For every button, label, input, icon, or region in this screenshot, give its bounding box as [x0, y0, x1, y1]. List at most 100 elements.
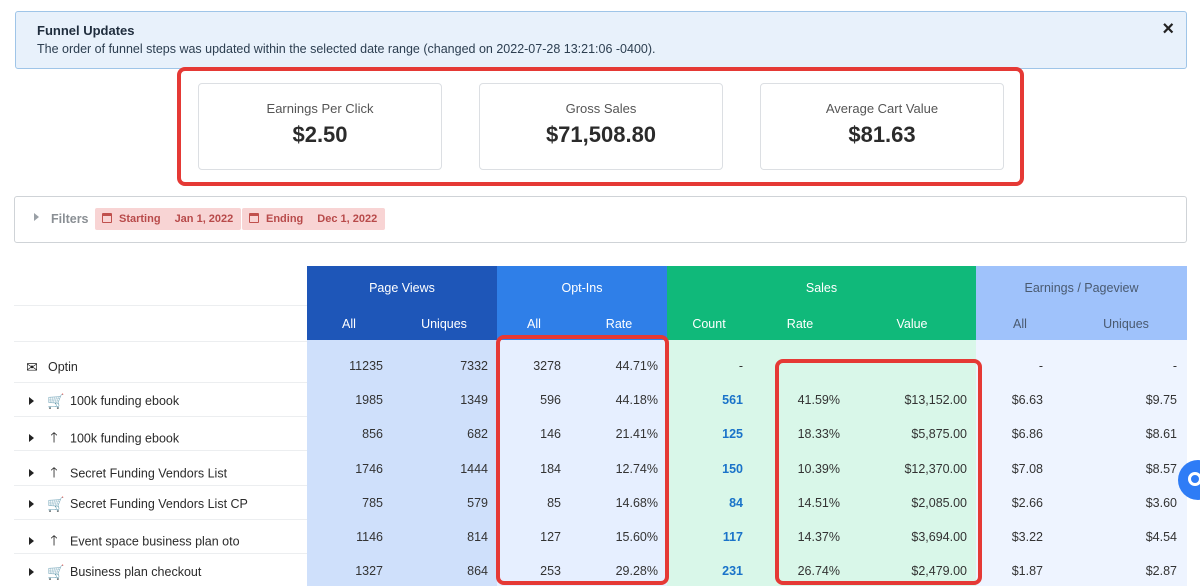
subheader-s-value[interactable]: Value	[896, 317, 928, 331]
cell-e-uniques: $3.60	[1145, 496, 1177, 510]
cell-e-all: $6.86	[1011, 427, 1043, 441]
cart-icon: 🛒	[47, 564, 65, 580]
kpi-value: $2.50	[292, 122, 348, 147]
table-row-name[interactable]: 🡑 Event space business plan oto	[29, 530, 240, 554]
cell-oi-rate: 44.18%	[615, 393, 658, 407]
cell-pv-all: 856	[362, 427, 383, 441]
table-row-name[interactable]: 🛒 Secret Funding Vendors List CP	[29, 496, 248, 513]
alert-message: The order of funnel steps was updated wi…	[37, 42, 656, 56]
cell-s-count[interactable]: 561	[722, 393, 743, 407]
row-label: 100k funding ebook	[70, 393, 180, 408]
filters-label[interactable]: Filters	[51, 212, 89, 226]
alert-title: Funnel Updates	[37, 23, 135, 38]
cell-s-rate: 18.33%	[797, 427, 840, 441]
expand-caret-icon[interactable]	[29, 567, 34, 576]
cell-pv-all: 1985	[355, 393, 383, 407]
row-divider	[14, 485, 307, 486]
chat-icon	[1188, 472, 1200, 486]
header-divider	[14, 305, 307, 306]
cell-e-all: -	[1038, 359, 1043, 373]
cell-oi-all: 3278	[533, 359, 561, 373]
kpi-label: Earnings Per Click	[266, 101, 374, 116]
cell-s-count[interactable]: 84	[729, 496, 743, 510]
row-divider	[14, 416, 307, 417]
subheader-e-all[interactable]: All	[1013, 317, 1027, 331]
row-divider	[14, 553, 307, 554]
cart-icon: 🛒	[47, 393, 65, 409]
arrow-up-icon: 🡑	[50, 429, 58, 445]
subheader-e-uniques[interactable]: Uniques	[1103, 317, 1149, 331]
header-divider	[14, 341, 307, 342]
cell-oi-all: 85	[547, 496, 561, 510]
header-page-views: Page Views	[369, 281, 435, 295]
cell-oi-rate: 14.68%	[615, 496, 658, 510]
cell-pv-all: 785	[362, 496, 383, 510]
subheader-pv-all[interactable]: All	[342, 317, 356, 331]
expand-caret-icon[interactable]	[29, 434, 34, 442]
expand-caret-icon[interactable]	[29, 396, 34, 405]
cell-e-all: $6.63	[1011, 393, 1043, 407]
cell-pv-uniques: 864	[467, 564, 488, 578]
cell-s-value: $13,152.00	[904, 393, 967, 407]
cell-pv-uniques: 1349	[460, 393, 488, 407]
subheader-pv-uniques[interactable]: Uniques	[421, 317, 467, 331]
kpi-value: $71,508.80	[545, 122, 657, 147]
table-row-name[interactable]: ✉ Optin	[25, 359, 78, 376]
cell-s-value: $12,370.00	[904, 462, 967, 476]
envelope-icon: ✉	[26, 359, 38, 375]
cell-pv-all: 11235	[349, 359, 383, 373]
cell-pv-all: 1146	[356, 530, 383, 544]
cell-s-count[interactable]: 125	[722, 427, 743, 441]
start-label: Starting	[119, 213, 161, 225]
row-divider	[14, 450, 307, 451]
earnings-header-bg	[976, 266, 1187, 340]
table-row-name[interactable]: 🡑 100k funding ebook	[29, 427, 179, 451]
cell-oi-rate: 15.60%	[615, 530, 658, 544]
header-earnings-pageview: Earnings / Pageview	[1024, 281, 1139, 295]
cell-s-value: $5,875.00	[911, 427, 967, 441]
cell-oi-all: 127	[540, 530, 561, 544]
start-date-chip[interactable]: Starting Jan 1, 2022	[95, 208, 242, 230]
table-row-name[interactable]: 🛒 Business plan checkout	[29, 564, 201, 581]
cell-e-uniques: -	[1172, 359, 1177, 373]
row-label: Event space business plan oto	[70, 534, 240, 549]
subheader-oi-all[interactable]: All	[527, 317, 541, 331]
cell-pv-all: 1327	[355, 564, 383, 578]
kpi-card-gross-sales: Gross Sales $71,508.80	[479, 83, 723, 170]
cell-e-uniques: $8.57	[1145, 462, 1177, 476]
cell-e-uniques: $4.54	[1145, 530, 1177, 544]
cell-oi-all: 253	[540, 564, 561, 578]
cell-oi-all: 146	[540, 427, 561, 441]
expand-caret-icon[interactable]	[29, 537, 34, 545]
cell-e-uniques: $2.87	[1145, 564, 1177, 578]
table-row-name[interactable]: 🛒 100k funding ebook	[29, 393, 179, 410]
row-divider	[14, 382, 307, 383]
cell-s-value: $3,694.00	[911, 530, 967, 544]
cell-s-count[interactable]: 150	[722, 462, 743, 476]
close-icon[interactable]: ×	[1162, 18, 1174, 40]
filters-bar[interactable]: Filters Starting Jan 1, 2022 Ending Dec 1,…	[14, 196, 1187, 243]
subheader-s-count[interactable]: Count	[692, 317, 726, 331]
subheader-s-rate[interactable]: Rate	[786, 317, 814, 331]
cell-pv-uniques: 579	[467, 496, 488, 510]
subheader-oi-rate[interactable]: Rate	[605, 317, 633, 331]
cell-s-value: $2,479.00	[911, 564, 967, 578]
cell-e-uniques: $8.61	[1145, 427, 1177, 441]
expand-caret-icon[interactable]	[29, 469, 34, 477]
calendar-icon	[102, 213, 112, 224]
kpi-card-earnings-per-click: Earnings Per Click $2.50	[198, 83, 442, 170]
expand-caret-icon[interactable]	[29, 499, 34, 508]
row-divider	[14, 519, 307, 520]
table-row-name[interactable]: 🡑 Secret Funding Vendors List	[29, 462, 227, 486]
header-opt-ins: Opt-Ins	[561, 281, 603, 295]
cell-oi-rate: 44.71%	[615, 359, 658, 373]
sales-header-bg	[667, 266, 976, 340]
arrow-up-icon: 🡑	[50, 532, 58, 548]
end-date-chip[interactable]: Ending Dec 1, 2022	[242, 208, 386, 230]
cell-pv-uniques: 1444	[460, 462, 488, 476]
cell-oi-all: 184	[540, 462, 561, 476]
cell-s-count[interactable]: 117	[722, 530, 743, 544]
cell-s-count[interactable]: 231	[722, 564, 743, 578]
sales-highlight-box	[775, 359, 982, 585]
caret-right-icon[interactable]	[34, 213, 39, 221]
